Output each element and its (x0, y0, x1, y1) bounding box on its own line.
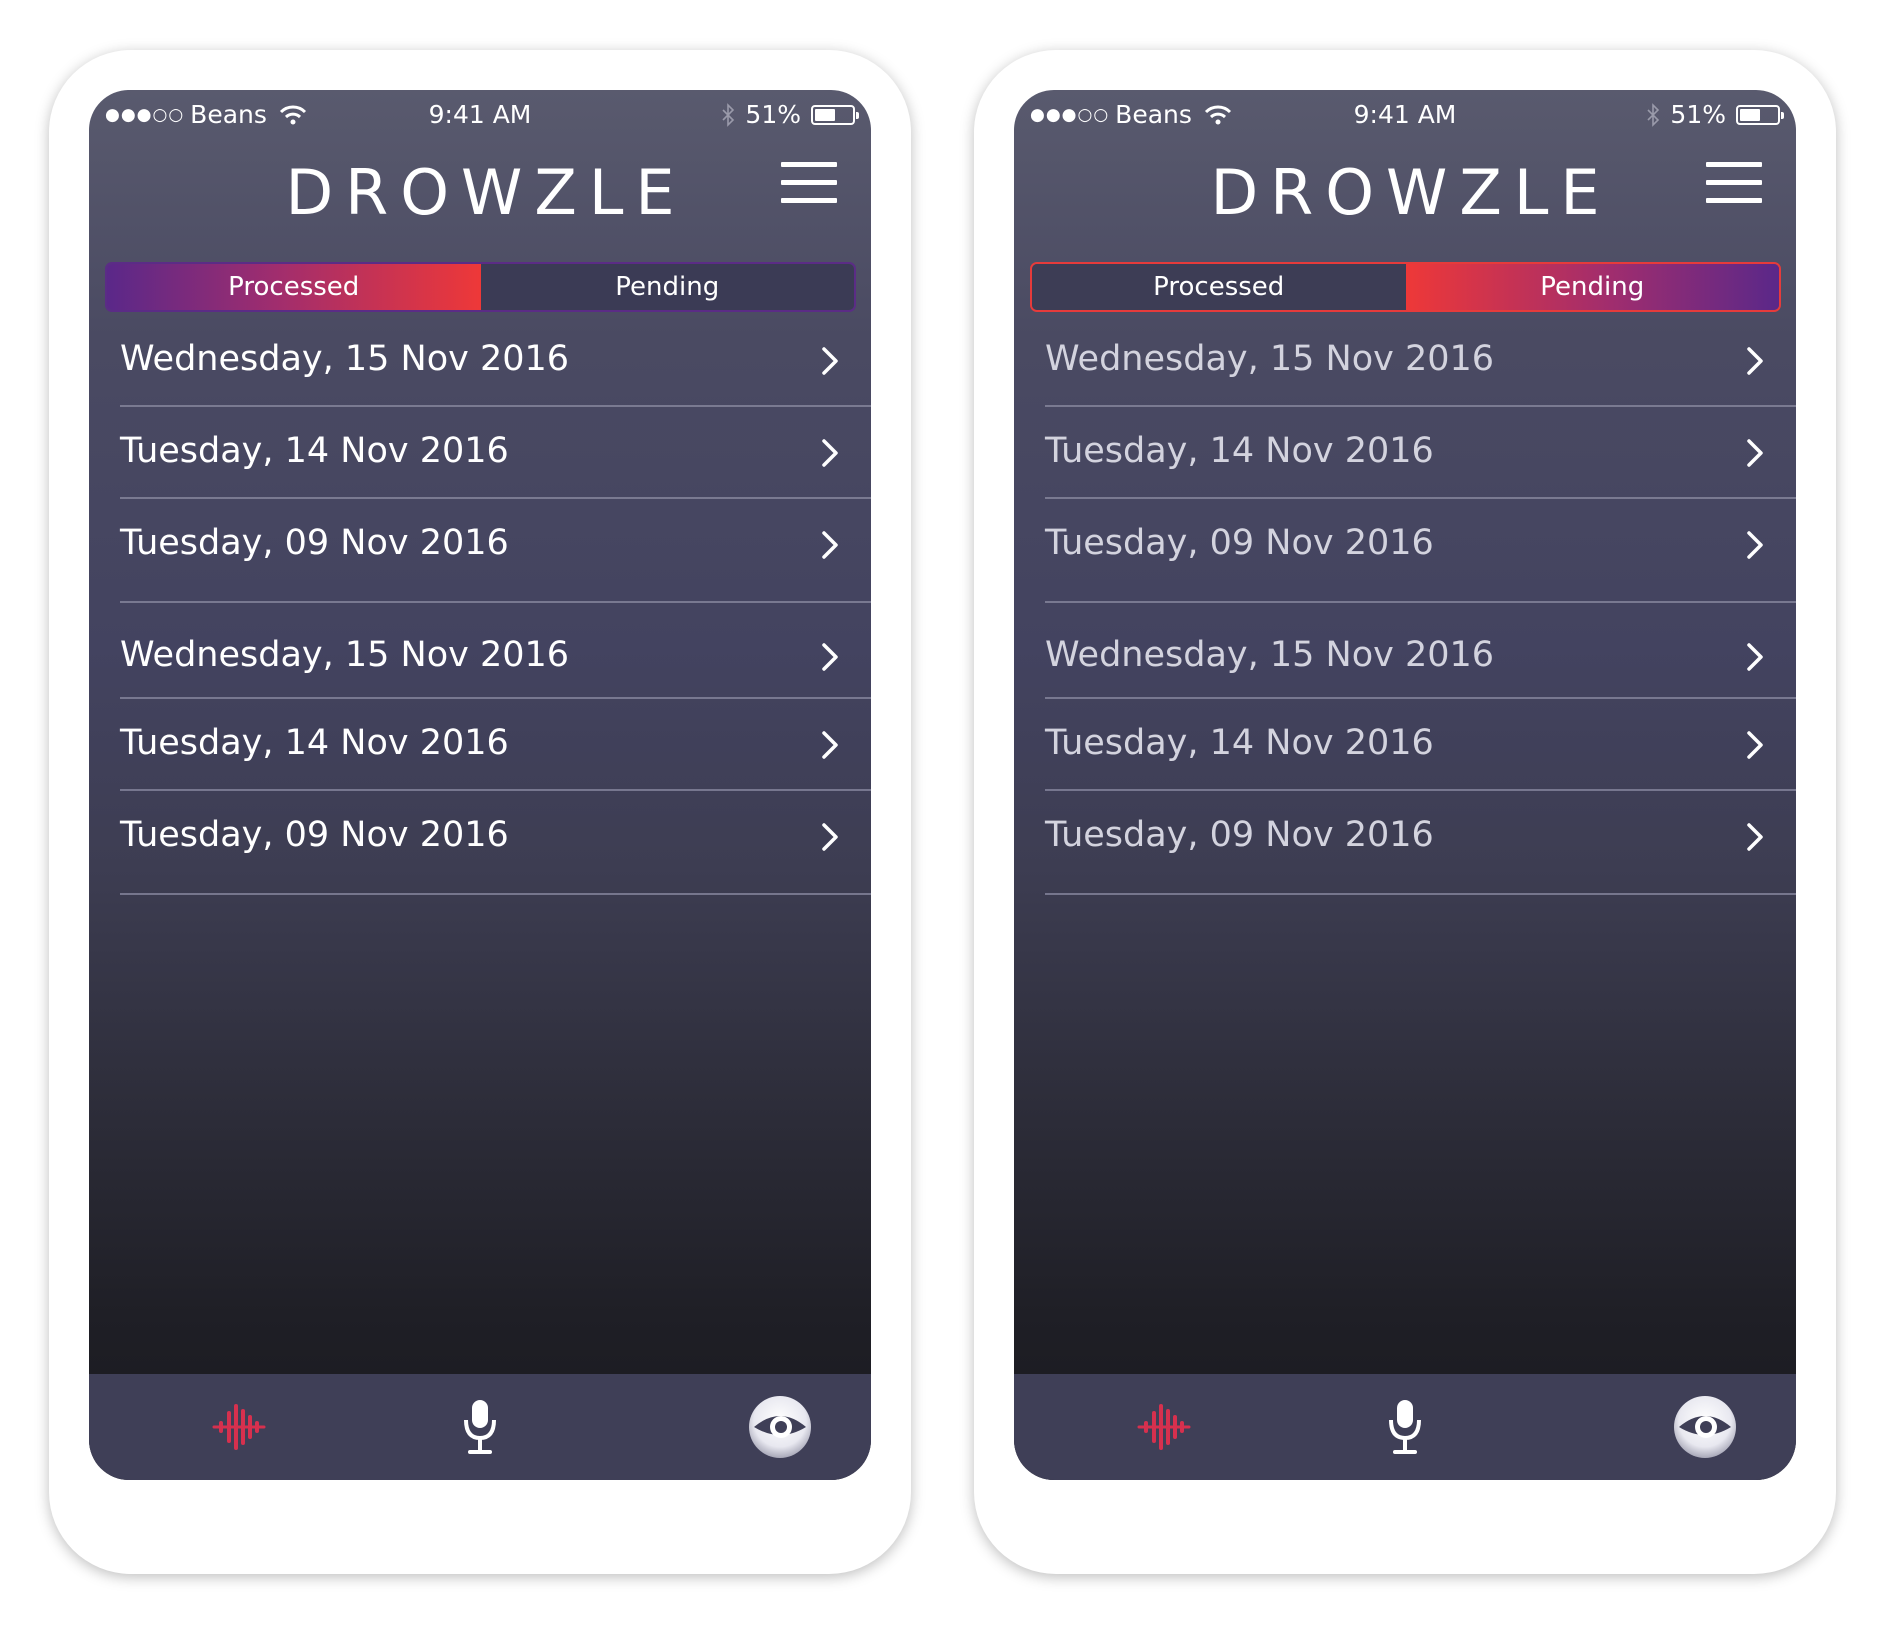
date-label: Wednesday, 15 Nov 2016 (1045, 339, 1495, 379)
hamburger-menu-icon[interactable] (1706, 162, 1762, 206)
list-item[interactable]: Wednesday, 15 Nov 2016 (1014, 315, 1796, 407)
microphone-icon (1389, 1400, 1421, 1454)
date-label: Wednesday, 15 Nov 2016 (1045, 635, 1495, 675)
date-label: Wednesday, 15 Nov 2016 (120, 339, 570, 379)
date-label: Tuesday, 14 Nov 2016 (120, 723, 509, 763)
list-item[interactable]: Wednesday, 15 Nov 2016 (89, 603, 871, 699)
bottom-tab-bar (89, 1374, 871, 1480)
record-tab[interactable] (1385, 1374, 1425, 1480)
chevron-right-icon (1747, 531, 1763, 559)
signal-strength-icon: ●●●○○ (105, 104, 185, 125)
chevron-right-icon (822, 531, 838, 559)
list-item[interactable]: Tuesday, 09 Nov 2016 (89, 499, 871, 603)
phone-card-processed: ●●●○○ Beans 9:41 AM 51% DROWZLE Processe… (49, 50, 911, 1574)
divider (120, 697, 871, 699)
segmented-control: Processed Pending (1030, 262, 1781, 312)
date-label: Tuesday, 09 Nov 2016 (120, 815, 509, 855)
eye-icon (1674, 1396, 1736, 1458)
battery-icon (1736, 104, 1784, 125)
chevron-right-icon (1747, 439, 1763, 467)
divider (120, 893, 871, 895)
list-item[interactable]: Tuesday, 09 Nov 2016 (1014, 791, 1796, 895)
waveform-tab[interactable] (201, 1374, 277, 1480)
status-time: 9:41 AM (1353, 100, 1457, 129)
list-item[interactable]: Tuesday, 14 Nov 2016 (1014, 699, 1796, 791)
list-item[interactable]: Wednesday, 15 Nov 2016 (89, 315, 871, 407)
divider (1045, 697, 1796, 699)
divider (1045, 405, 1796, 407)
list-item[interactable]: Tuesday, 09 Nov 2016 (89, 791, 871, 895)
divider (1045, 789, 1796, 791)
battery-percent: 51% (745, 100, 801, 129)
eye-tab[interactable] (747, 1374, 813, 1480)
phone-card-pending: ●●●○○ Beans 9:41 AM 51% DROWZLE Processe… (974, 50, 1836, 1574)
date-label: Tuesday, 14 Nov 2016 (1045, 431, 1434, 471)
divider (120, 497, 871, 499)
chevron-right-icon (822, 439, 838, 467)
chevron-right-icon (1747, 347, 1763, 375)
eye-tab[interactable] (1672, 1374, 1738, 1480)
bluetooth-icon (1647, 102, 1660, 127)
date-label: Tuesday, 14 Nov 2016 (1045, 723, 1434, 763)
divider (1045, 893, 1796, 895)
status-bar: ●●●○○ Beans 9:41 AM 51% (1014, 90, 1796, 134)
battery-percent: 51% (1670, 100, 1726, 129)
record-tab[interactable] (460, 1374, 500, 1480)
list-item[interactable]: Tuesday, 09 Nov 2016 (1014, 499, 1796, 603)
date-label: Tuesday, 09 Nov 2016 (120, 523, 509, 563)
list-item[interactable]: Tuesday, 14 Nov 2016 (1014, 407, 1796, 499)
wifi-icon (1204, 105, 1231, 124)
tab-pending[interactable]: Pending (1405, 264, 1779, 310)
wifi-icon (279, 105, 306, 124)
battery-icon (811, 104, 859, 125)
list-item[interactable]: Wednesday, 15 Nov 2016 (1014, 603, 1796, 699)
chevron-right-icon (822, 731, 838, 759)
divider (1045, 497, 1796, 499)
microphone-icon (464, 1400, 496, 1454)
eye-icon (749, 1396, 811, 1458)
app-logo: DROWZLE (1210, 156, 1612, 229)
tab-processed[interactable]: Processed (107, 264, 481, 310)
chevron-right-icon (1747, 731, 1763, 759)
divider (120, 405, 871, 407)
bottom-tab-bar (1014, 1374, 1796, 1480)
waveform-icon (212, 1404, 266, 1450)
chevron-right-icon (1747, 643, 1763, 671)
date-label: Tuesday, 09 Nov 2016 (1045, 815, 1434, 855)
chevron-right-icon (1747, 823, 1763, 851)
divider (1045, 601, 1796, 603)
phone-screen: ●●●○○ Beans 9:41 AM 51% DROWZLE Processe… (89, 90, 871, 1480)
chevron-right-icon (822, 823, 838, 851)
hamburger-menu-icon[interactable] (781, 162, 837, 206)
divider (120, 789, 871, 791)
segmented-control: Processed Pending (105, 262, 856, 312)
list-item[interactable]: Tuesday, 14 Nov 2016 (89, 699, 871, 791)
phone-screen: ●●●○○ Beans 9:41 AM 51% DROWZLE Processe… (1014, 90, 1796, 1480)
divider (120, 601, 871, 603)
date-label: Tuesday, 14 Nov 2016 (120, 431, 509, 471)
tab-processed[interactable]: Processed (1032, 264, 1406, 310)
chevron-right-icon (822, 347, 838, 375)
status-bar: ●●●○○ Beans 9:41 AM 51% (89, 90, 871, 134)
signal-strength-icon: ●●●○○ (1030, 104, 1110, 125)
chevron-right-icon (822, 643, 838, 671)
carrier-name: Beans (190, 100, 267, 129)
carrier-name: Beans (1115, 100, 1192, 129)
date-label: Tuesday, 09 Nov 2016 (1045, 523, 1434, 563)
tab-pending[interactable]: Pending (480, 264, 854, 310)
date-label: Wednesday, 15 Nov 2016 (120, 635, 570, 675)
bluetooth-icon (722, 102, 735, 127)
app-logo: DROWZLE (285, 156, 687, 229)
waveform-icon (1137, 1404, 1191, 1450)
list-item[interactable]: Tuesday, 14 Nov 2016 (89, 407, 871, 499)
status-time: 9:41 AM (428, 100, 532, 129)
waveform-tab[interactable] (1126, 1374, 1202, 1480)
